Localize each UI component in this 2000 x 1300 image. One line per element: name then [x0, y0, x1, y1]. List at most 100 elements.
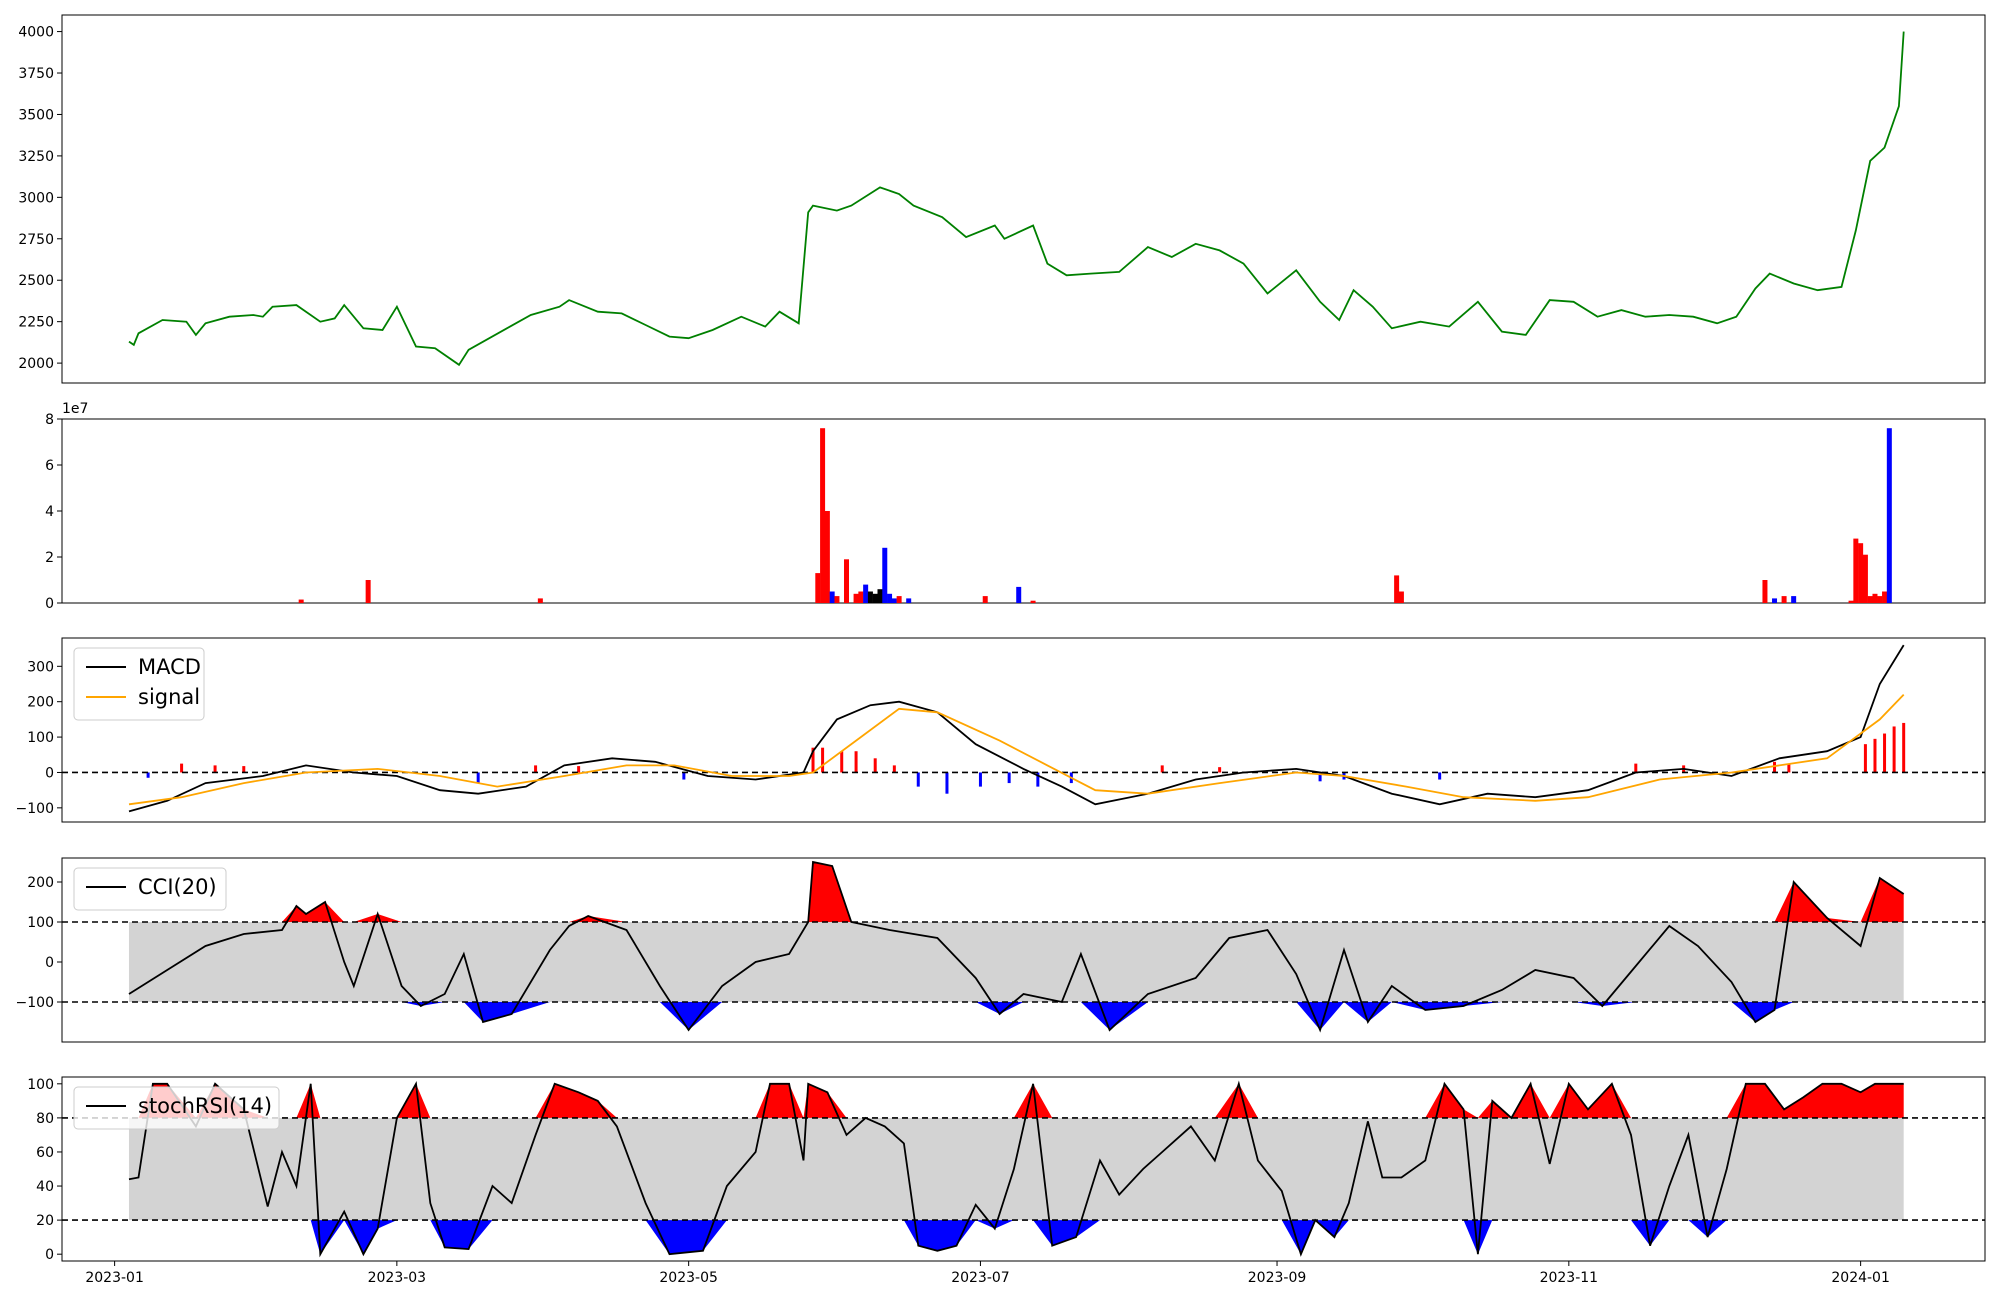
- oversold-fill: [129, 1002, 1904, 1030]
- macd-histogram-bar: [1873, 738, 1877, 773]
- macd-histogram-bar: [146, 772, 150, 778]
- volume-bar: [1862, 554, 1868, 603]
- macd-histogram-bar: [476, 772, 480, 784]
- macd-histogram-bar: [916, 772, 920, 787]
- macd-histogram-bar: [1902, 722, 1906, 773]
- volume-bar: [1867, 596, 1873, 603]
- macd-histogram-bar: [821, 747, 825, 773]
- legend-label: CCI(20): [138, 875, 217, 899]
- y-tick-label: 0: [45, 596, 54, 612]
- y-tick-label: 6: [45, 458, 54, 474]
- macd-histogram-bar: [1160, 765, 1164, 773]
- y-tick-label: −100: [16, 995, 54, 1011]
- volume-bar: [298, 599, 304, 603]
- macd-histogram-bar: [1787, 763, 1791, 773]
- volume-bar: [1872, 593, 1878, 603]
- volume-bar: [1781, 596, 1787, 603]
- macd-histogram-bar: [811, 747, 815, 773]
- volume-bar: [844, 559, 850, 603]
- macd-histogram-bar: [1892, 726, 1896, 773]
- macd-histogram-bar: [1218, 767, 1222, 773]
- price-line: [128, 31, 1905, 367]
- offset-label: 1e7: [62, 401, 88, 417]
- stochrsi-line: [128, 1080, 1904, 1258]
- y-tick-label: 20: [36, 1213, 54, 1229]
- macd-histogram-bar: [577, 766, 581, 773]
- y-tick-label: 2000: [18, 356, 54, 372]
- x-tick-label: 2023-03: [368, 1270, 427, 1286]
- macd-histogram-bar: [1863, 744, 1867, 773]
- volume-bar: [1016, 586, 1022, 603]
- legend-box: [73, 1086, 280, 1130]
- volume-bar: [824, 511, 830, 603]
- macd-line: [128, 644, 1905, 813]
- volume-bar: [537, 598, 543, 603]
- macd-histogram-bar: [945, 772, 949, 794]
- macd-histogram-bar: [1036, 772, 1040, 787]
- y-tick-label: 3750: [18, 66, 54, 82]
- x-tick-label: 2023-01: [85, 1270, 144, 1286]
- legend-label: stochRSI(14): [138, 1094, 272, 1118]
- plot-frame: [61, 637, 1986, 823]
- y-tick-label: 2750: [18, 232, 54, 248]
- y-tick-label: 60: [36, 1145, 54, 1161]
- volume-bar: [1858, 543, 1864, 603]
- date-axis: 2023-01 2023-03 2023-05 2023-07 2023-09 2023-…: [85, 1261, 1890, 1286]
- neutral-band: [128, 922, 1904, 1002]
- volume-bar: [1030, 600, 1036, 603]
- y-tick-label: 3000: [18, 190, 54, 206]
- macd-histogram-bar: [1318, 772, 1322, 782]
- macd-histogram-bar: [242, 766, 246, 773]
- plot-frame: [61, 857, 1986, 1043]
- x-tick-label: 2023-11: [1540, 1270, 1599, 1286]
- volume-bar: [863, 584, 869, 603]
- macd-histogram-bar: [873, 758, 877, 773]
- volume-bar: [815, 573, 821, 603]
- volume-panel: 0 2 4 6 8 1e7: [45, 401, 1986, 612]
- y-tick-label: 100: [27, 730, 54, 746]
- volume-bar: [1772, 598, 1778, 603]
- signal-line: [128, 693, 1905, 806]
- volume-bar: [896, 596, 902, 603]
- y-tick-label: 100: [27, 1077, 54, 1093]
- y-tick-label: 40: [36, 1179, 54, 1195]
- macd-histogram-bar: [854, 751, 858, 773]
- y-tick-label: 2250: [18, 315, 54, 331]
- volume-bar: [853, 593, 859, 603]
- macd-histogram-bar: [978, 772, 982, 787]
- volume-bar: [982, 596, 988, 603]
- volume-bar: [829, 591, 835, 603]
- y-tick-label: 2500: [18, 273, 54, 289]
- macd-histogram-bar: [213, 765, 217, 773]
- y-tick-label: 0: [45, 955, 54, 971]
- plot-frame: [61, 418, 1986, 604]
- macd-histogram-bar: [1007, 772, 1011, 784]
- macd-histogram-bar: [892, 765, 896, 773]
- y-tick-label: 200: [27, 875, 54, 891]
- volume-bar: [365, 580, 371, 603]
- plot-frame: [61, 14, 1986, 384]
- y-tick-label: 0: [45, 765, 54, 781]
- cci-panel: −100 0 100 200 CCI(20): [16, 857, 1986, 1043]
- macd-panel: −100 0 100 200 300 MACD signal: [16, 637, 1986, 823]
- x-tick-label: 2023-09: [1248, 1270, 1307, 1286]
- volume-bar: [887, 593, 893, 603]
- volume-bar: [858, 591, 864, 603]
- y-tick-label: 2: [45, 550, 54, 566]
- volume-bar: [1762, 580, 1768, 603]
- y-tick-label: 0: [45, 1247, 54, 1263]
- macd-histogram-bar: [1634, 763, 1638, 773]
- volume-bar: [1886, 428, 1892, 603]
- volume-bar: [891, 598, 897, 603]
- volume-bar: [834, 596, 840, 603]
- overbought-fill: [129, 1083, 1904, 1118]
- volume-bar: [1791, 596, 1797, 603]
- macd-histogram-bar: [1883, 733, 1887, 773]
- y-tick-label: 80: [36, 1111, 54, 1127]
- macd-histogram-bar: [1438, 772, 1442, 780]
- plot-frame: [61, 1076, 1986, 1262]
- volume-bar: [820, 428, 826, 603]
- y-tick-label: 3500: [18, 107, 54, 123]
- y-tick-label: 300: [27, 659, 54, 675]
